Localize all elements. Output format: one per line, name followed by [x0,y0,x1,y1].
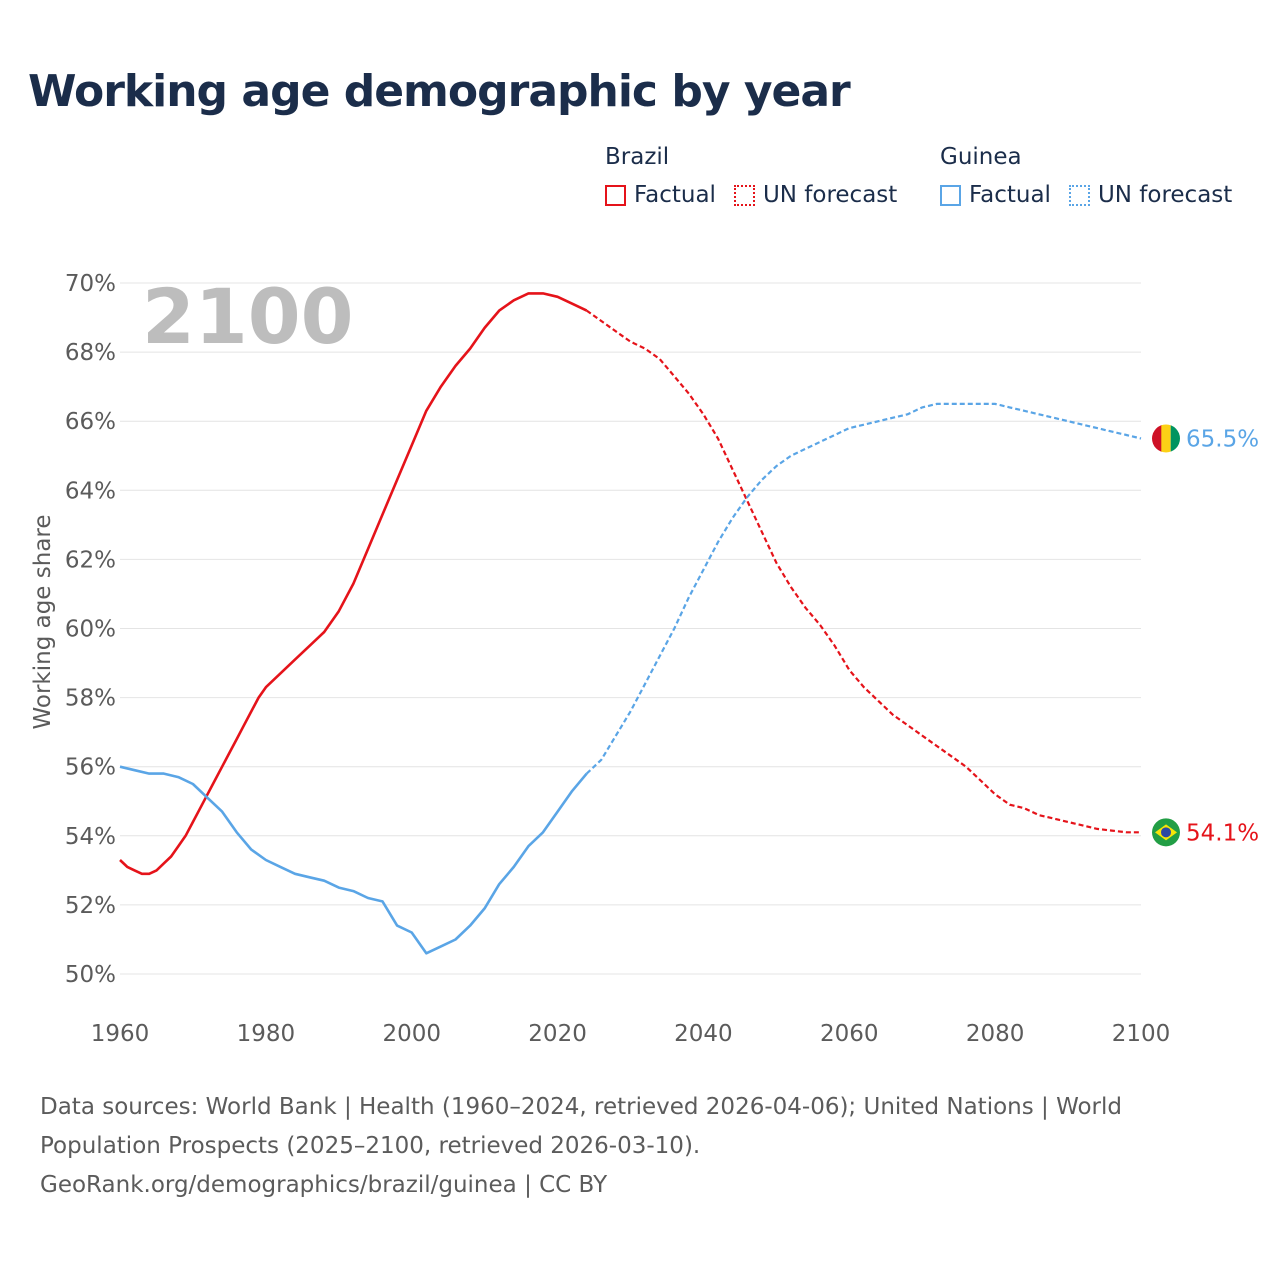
guinea-end-value-label: 65.5% [1186,426,1259,452]
brazil-flag-icon [1152,818,1180,847]
x-tick-label: 2020 [528,1021,587,1047]
legend-guinea-title: Guinea [940,144,1022,170]
grid-lines [120,282,1141,975]
y-tick-label: 54% [65,824,116,850]
data-sources: Data sources: World Bank | Health (1960–… [40,1088,1240,1205]
y-tick-label: 62% [65,547,116,573]
y-tick-label: 58% [65,686,116,712]
legend-brazil-factual-swatch [605,184,626,206]
legend-brazil-title: Brazil [605,144,670,170]
y-tick-label: 52% [65,893,116,919]
guinea-factual-line [119,765,588,955]
y-tick-label: 50% [65,962,116,988]
legend-guinea-forecast[interactable]: UN forecast [1068,182,1233,208]
guinea-flag-icon [1152,424,1180,453]
legend-brazil-factual[interactable]: Factual [605,182,716,208]
y-axis-label: Working age share [30,514,56,729]
year-watermark: 2100 [142,272,354,361]
sources-line-3: GeoRank.org/demographics/brazil/guinea |… [40,1172,608,1198]
y-tick-label: 70% [65,271,116,297]
y-tick-label: 56% [65,755,116,781]
legend-brazil-forecast[interactable]: UN forecast [733,182,898,208]
legend-brazil-forecast-swatch [733,184,755,206]
chart-title: Working age demographic by year [28,66,851,117]
y-tick-label: 66% [65,409,116,435]
x-tick-label: 1960 [91,1021,150,1047]
brazil-factual-line [119,292,588,876]
line-chart: 2100 50% 52% 54% 56% 58% 60% 62% 64% 66% 68% 70% 1… [30,271,1259,1047]
legend-guinea-factual-swatch [940,184,961,206]
x-tick-label: 2060 [820,1021,879,1047]
x-tick-label: 2080 [966,1021,1025,1047]
legend-brazil: Brazil Factual UN forecast [605,144,915,208]
legend-brazil-factual-label: Factual [634,182,716,208]
legend-guinea-factual[interactable]: Factual [940,182,1051,208]
brazil-forecast-line [586,309,1141,834]
x-tick-label: 1980 [237,1021,296,1047]
end-markers: 54.1% 65.5% [1152,424,1259,847]
sources-line-1: Data sources: World Bank | Health (1960–… [40,1094,1122,1120]
y-tick-label: 64% [65,478,116,504]
y-tick-label: 68% [65,340,116,366]
legend-guinea: Guinea Factual UN forecast [940,144,1232,208]
legend-guinea-factual-label: Factual [969,182,1051,208]
brazil-end-value-label: 54.1% [1186,820,1259,846]
legend-guinea-forecast-label: UN forecast [1097,182,1233,208]
x-tick-label: 2000 [382,1021,441,1047]
guinea-forecast-line [585,402,1142,775]
legend-guinea-forecast-swatch [1068,184,1090,206]
y-axis: 50% 52% 54% 56% 58% 60% 62% 64% 66% 68% 70% [65,271,116,988]
y-tick-label: 60% [65,617,116,643]
x-axis: 1960 1980 2000 2020 2040 2060 2080 2100 [91,1021,1171,1047]
x-tick-label: 2040 [674,1021,733,1047]
legend-brazil-forecast-label: UN forecast [762,182,898,208]
series-lines [119,292,1142,955]
sources-line-2: Population Prospects (2025–2100, retriev… [40,1133,701,1159]
x-tick-label: 2100 [1112,1021,1171,1047]
